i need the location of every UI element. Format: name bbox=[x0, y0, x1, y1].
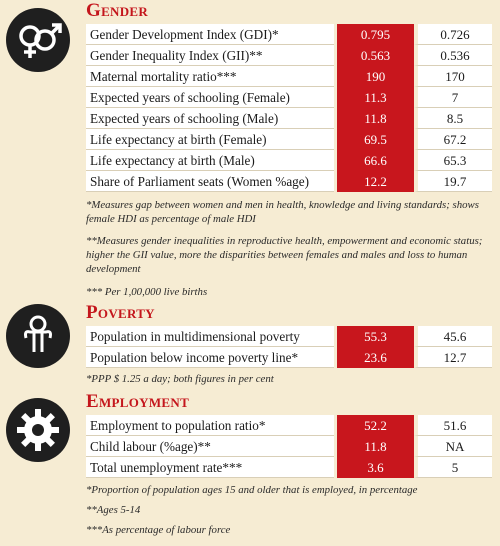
value-secondary: 8.5 bbox=[414, 108, 492, 129]
row-label: Life expectancy at birth (Female) bbox=[86, 129, 334, 150]
value-primary: 3.6 bbox=[334, 457, 414, 478]
value-secondary: 65.3 bbox=[414, 150, 492, 171]
table-row: Child labour (%age)** 11.8 NA bbox=[86, 436, 492, 457]
table-row: Maternal mortality ratio*** 190 170 bbox=[86, 66, 492, 87]
value-primary: 11.8 bbox=[334, 436, 414, 457]
table-row: Expected years of schooling (Male) 11.8 … bbox=[86, 108, 492, 129]
row-label: Population below income poverty line* bbox=[86, 347, 334, 368]
value-primary: 55.3 bbox=[334, 326, 414, 347]
value-primary: 69.5 bbox=[334, 129, 414, 150]
table-row: Population below income poverty line* 23… bbox=[86, 347, 492, 368]
value-primary: 11.8 bbox=[334, 108, 414, 129]
table-row: Expected years of schooling (Female) 11.… bbox=[86, 87, 492, 108]
value-primary: 52.2 bbox=[334, 415, 414, 436]
value-secondary: 170 bbox=[414, 66, 492, 87]
table-row: Gender Development Index (GDI)* 0.795 0.… bbox=[86, 24, 492, 45]
table-row: Total unemployment rate*** 3.6 5 bbox=[86, 457, 492, 478]
value-primary: 190 bbox=[334, 66, 414, 87]
row-label: Life expectancy at birth (Male) bbox=[86, 150, 334, 171]
value-secondary: 51.6 bbox=[414, 415, 492, 436]
table-row: Population in multidimensional poverty 5… bbox=[86, 326, 492, 347]
value-secondary: 7 bbox=[414, 87, 492, 108]
footnote: **Ages 5-14 bbox=[86, 504, 141, 516]
value-secondary: 19.7 bbox=[414, 171, 492, 192]
value-primary: 12.2 bbox=[334, 171, 414, 192]
row-label: Gender Inequality Index (GII)** bbox=[86, 45, 334, 66]
value-primary: 66.6 bbox=[334, 150, 414, 171]
row-label: Gender Development Index (GDI)* bbox=[86, 24, 334, 45]
gear-icon bbox=[6, 398, 70, 462]
poverty-heading: Poverty bbox=[86, 302, 155, 323]
value-primary: 23.6 bbox=[334, 347, 414, 368]
table-row: Employment to population ratio* 52.2 51.… bbox=[86, 415, 492, 436]
value-secondary: 0.726 bbox=[414, 24, 492, 45]
table-row: Share of Parliament seats (Women %age) 1… bbox=[86, 171, 492, 192]
employment-heading: Employment bbox=[86, 391, 190, 412]
row-label: Expected years of schooling (Male) bbox=[86, 108, 334, 129]
footnote: *Proportion of population ages 15 and ol… bbox=[86, 484, 418, 496]
row-label: Share of Parliament seats (Women %age) bbox=[86, 171, 334, 192]
footnote: **Measures gender inequalities in reprod… bbox=[86, 235, 483, 275]
row-label: Maternal mortality ratio*** bbox=[86, 66, 334, 87]
value-secondary: 5 bbox=[414, 457, 492, 478]
row-label: Total unemployment rate*** bbox=[86, 457, 334, 478]
row-label: Child labour (%age)** bbox=[86, 436, 334, 457]
value-secondary: 67.2 bbox=[414, 129, 492, 150]
footnote: *** Per 1,00,000 live births bbox=[86, 286, 208, 298]
row-label: Employment to population ratio* bbox=[86, 415, 334, 436]
footnote: ***As percentage of labour force bbox=[86, 524, 231, 536]
footnote: *Measures gap between women and men in h… bbox=[86, 199, 479, 225]
row-label: Expected years of schooling (Female) bbox=[86, 87, 334, 108]
value-primary: 0.563 bbox=[334, 45, 414, 66]
person-icon bbox=[6, 304, 70, 368]
value-secondary: 45.6 bbox=[414, 326, 492, 347]
value-secondary: NA bbox=[414, 436, 492, 457]
table-row: Life expectancy at birth (Female) 69.5 6… bbox=[86, 129, 492, 150]
gender-symbols-icon bbox=[6, 8, 70, 72]
footnote: *PPP $ 1.25 a day; both figures in per c… bbox=[86, 373, 274, 385]
gender-heading: Gender bbox=[86, 0, 149, 21]
table-row: Life expectancy at birth (Male) 66.6 65.… bbox=[86, 150, 492, 171]
value-secondary: 12.7 bbox=[414, 347, 492, 368]
table-row: Gender Inequality Index (GII)** 0.563 0.… bbox=[86, 45, 492, 66]
value-primary: 11.3 bbox=[334, 87, 414, 108]
value-primary: 0.795 bbox=[334, 24, 414, 45]
row-label: Population in multidimensional poverty bbox=[86, 326, 334, 347]
value-secondary: 0.536 bbox=[414, 45, 492, 66]
